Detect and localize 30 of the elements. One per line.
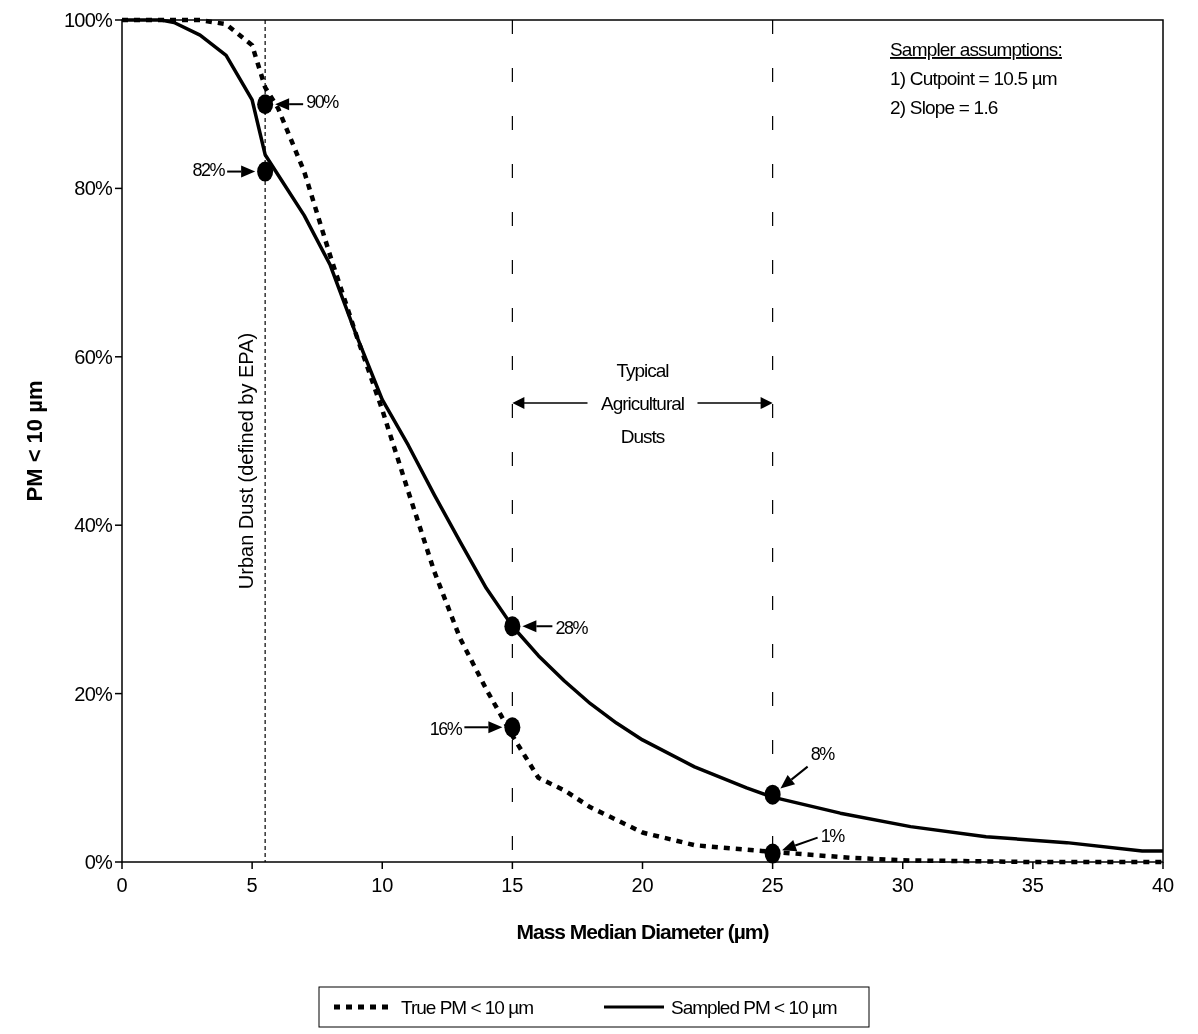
x-tick-label: 0 [116, 874, 128, 896]
legend-label: Sampled PM < 10 µm [671, 997, 837, 1018]
x-tick-label: 25 [761, 874, 784, 896]
annotation: 8% [810, 743, 836, 764]
legend-label: True PM < 10 µm [401, 997, 534, 1018]
x-axis-title: Mass Median Diameter (µm) [516, 920, 769, 943]
y-tick-label: 0% [84, 851, 114, 873]
annotation: 82% [192, 159, 226, 180]
x-tick-label: 40 [1151, 874, 1175, 896]
x-tick-label: 20 [631, 874, 654, 896]
y-tick-label: 80% [74, 177, 114, 200]
y-tick-label: 40% [74, 514, 114, 537]
annotation: 1% [820, 825, 846, 846]
annotation: 1) Cutpoint = 10.5 µm [890, 68, 1057, 89]
x-tick-label: 35 [1021, 874, 1044, 896]
annotation: Sampler assumptions: [890, 39, 1062, 60]
annotation: 90% [306, 92, 340, 113]
annotation: 16% [429, 719, 463, 740]
annotation: Typical Agricultural Dusts [600, 360, 685, 448]
x-tick-label: 5 [246, 874, 258, 896]
y-tick-label: 100% [64, 9, 114, 31]
y-tick-label: 20% [74, 682, 114, 705]
x-tick-label: 30 [891, 874, 914, 896]
ref-line-label: Urban Dust (defined by EPA) [235, 332, 258, 590]
annotation: 2) Slope = 1.6 [890, 97, 998, 118]
x-tick-label: 10 [371, 874, 394, 896]
y-axis-title: PM < 10 µm [22, 380, 47, 502]
x-tick-label: 15 [501, 874, 524, 896]
y-tick-label: 60% [74, 345, 114, 368]
annotation: 28% [555, 618, 589, 639]
